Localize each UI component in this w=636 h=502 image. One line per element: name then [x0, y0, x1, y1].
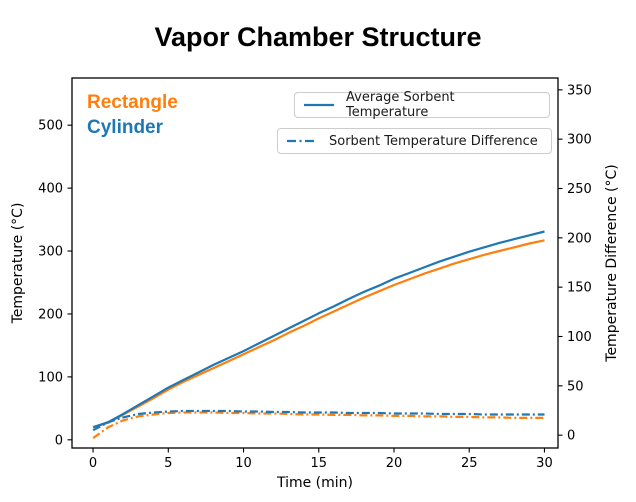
x-tick-label: 5 — [164, 456, 172, 471]
chart-title: Vapor Chamber Structure — [154, 22, 482, 52]
legend-label-average: Average Sorbent Temperature — [346, 90, 455, 120]
x-tick-label: 15 — [310, 456, 327, 471]
y-right-tick-label: 250 — [567, 182, 592, 197]
series-cylinder-average-sorbent-temperature — [92, 230, 545, 429]
x-tick-label: 30 — [536, 456, 553, 471]
y-right-axis-label: Temperature Difference (°C) — [604, 164, 620, 362]
y-right-tick-label: 300 — [567, 133, 592, 148]
series-cylinder-sorbent-temperature-difference — [92, 409, 545, 432]
x-tick-label: 25 — [461, 456, 478, 471]
legend-line-dashdot-sample — [287, 139, 317, 143]
y-right-tick-label: 150 — [567, 281, 592, 296]
x-tick-label: 20 — [386, 456, 403, 471]
legend-label-difference: Sorbent Temperature Difference — [329, 133, 538, 149]
y-right-tick-label: 350 — [567, 83, 592, 98]
legend-average-sorbent-temperature: Average Sorbent Temperature — [294, 90, 550, 120]
y-right-tick-label: 0 — [567, 429, 575, 444]
y-left-tick-label: 300 — [38, 245, 63, 260]
x-tick-label: 0 — [89, 456, 97, 471]
x-tick-label: 10 — [235, 456, 252, 471]
series-rectangle-sorbent-temperature-difference — [92, 411, 545, 439]
y-left-tick-label: 500 — [38, 119, 63, 134]
y-right-tick-label: 100 — [567, 330, 592, 345]
y-left-axis-label: Temperature (°C) — [10, 203, 26, 325]
series-rectangle-average-sorbent-temperature — [92, 239, 545, 429]
legend-sorbent-temperature-difference: Sorbent Temperature Difference — [277, 128, 552, 154]
x-axis-label: Time (min) — [276, 475, 353, 491]
y-right-tick-label: 200 — [567, 231, 592, 246]
y-left-tick-label: 0 — [55, 433, 63, 448]
y-left-tick-label: 200 — [38, 307, 63, 322]
y-left-tick-label: 100 — [38, 370, 63, 385]
y-left-tick-label: 400 — [38, 182, 63, 197]
annotation-rectangle: Rectangle — [87, 92, 178, 113]
y-right-tick-label: 50 — [567, 379, 584, 394]
annotation-cylinder: Cylinder — [87, 117, 164, 138]
legend-line-solid-sample — [304, 103, 334, 107]
